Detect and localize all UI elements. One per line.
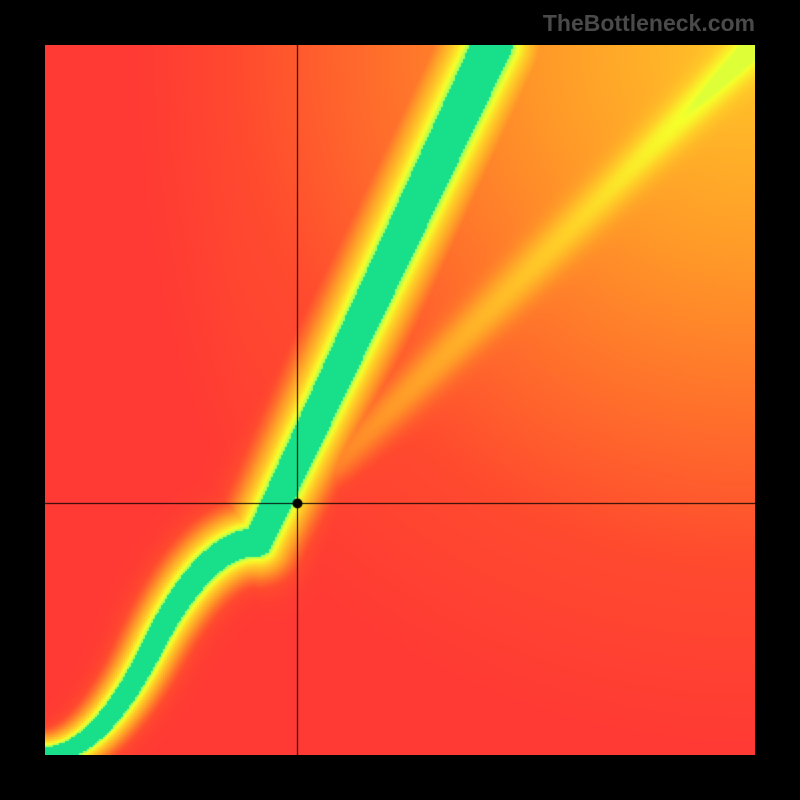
heatmap-canvas — [45, 45, 755, 755]
watermark-label: TheBottleneck.com — [543, 10, 755, 37]
